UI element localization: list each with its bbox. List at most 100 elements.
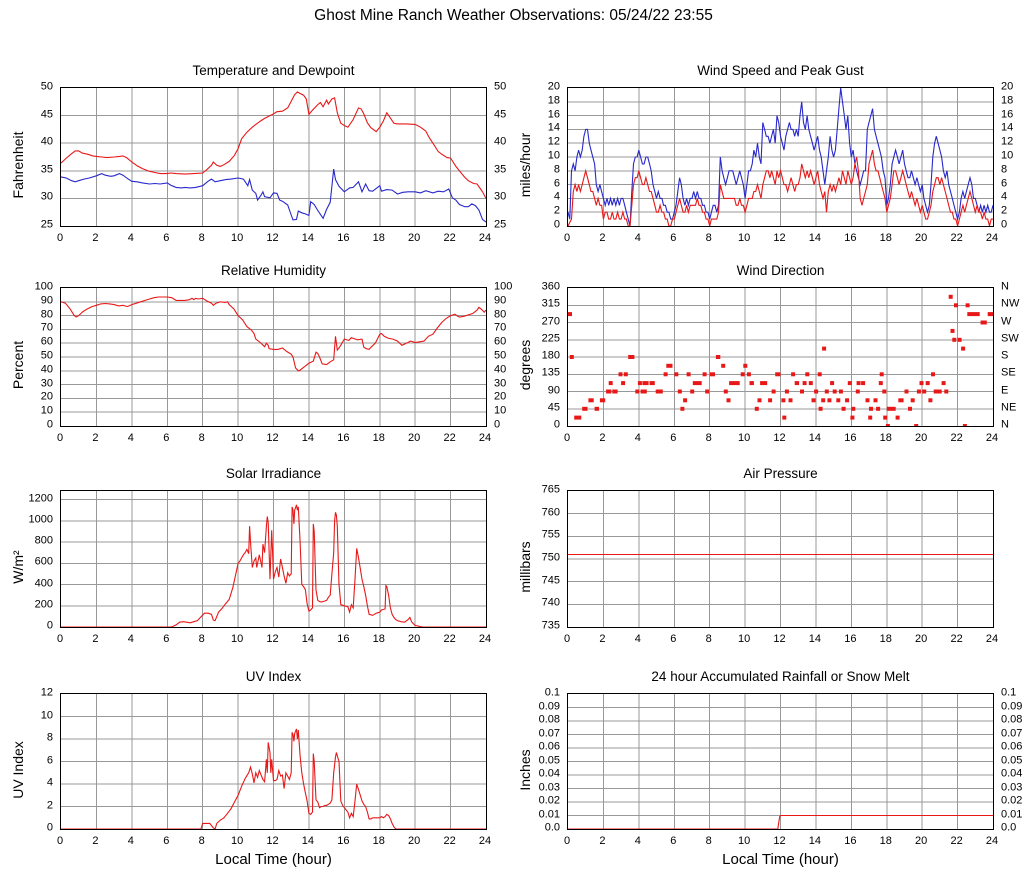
x-tick-label: 18 <box>372 232 385 244</box>
y-tick-label-right: 80 <box>494 308 507 321</box>
x-tick-label: 8 <box>705 633 712 645</box>
y-tick-label-right: 0.05 <box>1001 754 1023 766</box>
y-tick-label: 360 <box>541 280 560 293</box>
y-tick-label: 35 <box>40 163 53 176</box>
chart-title: 24 hour Accumulated Rainfall or Snow Mel… <box>651 669 910 684</box>
y-tick-label: 10 <box>547 149 560 162</box>
plot-area <box>567 87 994 227</box>
x-tick-label: 6 <box>163 633 170 645</box>
y-tick-label: 25 <box>40 218 53 231</box>
chart-air-pressure: Air Pressure millibars 0 2 4 6 8 10 12 14 16 18 20… <box>517 466 998 645</box>
y-tick-label: 12 <box>40 686 53 699</box>
x-tick-label: 16 <box>337 432 350 444</box>
y-tick-label: 0 <box>553 418 560 431</box>
x-tick-label: 12 <box>266 432 279 444</box>
y-tick-label-right: N <box>1001 280 1009 293</box>
y-tick-label-right: 0.02 <box>1001 794 1023 807</box>
y-tick-label-right: 0.04 <box>1001 767 1023 780</box>
y-tick-label: 50 <box>40 349 53 362</box>
chart-wind-direction: Wind Direction degrees 0 2 4 6 8 10 12 14 16 18 20… <box>517 263 1019 444</box>
plot-area <box>60 287 487 427</box>
plot-area <box>567 287 994 427</box>
x-tick-label: 4 <box>634 432 641 444</box>
y-tick-label: 0 <box>553 218 560 231</box>
x-tick-label: 24 <box>985 835 999 847</box>
x-tick-label: 18 <box>879 835 892 847</box>
x-tick-label: 4 <box>634 633 641 645</box>
x-tick-label: 4 <box>634 232 641 244</box>
x-tick-label: 0 <box>563 633 571 645</box>
x-tick-label: 20 <box>915 835 928 847</box>
y-tick-label: 400 <box>34 577 53 589</box>
x-tick-label: 4 <box>127 835 134 847</box>
x-tick-label: 20 <box>408 633 421 645</box>
x-tick-label: 12 <box>773 633 786 645</box>
x-tick-label: 22 <box>950 432 963 444</box>
x-tick-label: 4 <box>127 633 134 645</box>
y-tick-label: 315 <box>541 297 560 310</box>
x-tick-label: 22 <box>443 835 456 847</box>
plot-area <box>567 490 994 628</box>
x-tick-label: 2 <box>92 232 99 244</box>
x-tick-label: 20 <box>915 232 928 244</box>
x-tick-label: 8 <box>198 633 205 645</box>
y-tick-label: 100 <box>34 280 53 293</box>
y-axis-label: millibars <box>517 541 533 593</box>
x-tick-label: 24 <box>478 232 492 244</box>
x-tick-label: 14 <box>808 232 822 244</box>
y-tick-label: 10 <box>40 709 53 721</box>
y-tick-label-right: 45 <box>494 108 507 121</box>
x-tick-label: 10 <box>737 432 751 444</box>
y-tick-label-right: S <box>1001 349 1009 362</box>
y-axis-label: degrees <box>517 339 533 391</box>
x-tick-label: 4 <box>127 232 134 244</box>
x-tick-label: 10 <box>230 633 244 645</box>
y-tick-label: 0.07 <box>538 727 560 739</box>
chart-title: UV Index <box>245 669 302 684</box>
x-tick-label: 2 <box>92 633 99 645</box>
y-tick-label: 800 <box>34 534 53 547</box>
x-tick-label: 24 <box>985 432 999 444</box>
y-tick-label-right: SW <box>1001 332 1019 345</box>
x-tick-label: 16 <box>844 835 857 847</box>
x-tick-label: 0 <box>56 633 64 645</box>
y-tick-label-right: 50 <box>494 349 507 362</box>
y-tick-label-right: 0.09 <box>1001 700 1023 712</box>
x-tick-label: 6 <box>670 633 677 645</box>
y-axis-label: miles/hour <box>517 132 533 198</box>
x-tick-label: 0 <box>56 432 64 444</box>
y-tick-label: 755 <box>541 528 560 541</box>
y-tick-label-right: 0.07 <box>1001 727 1023 739</box>
y-tick-label-right: 0.0 <box>1001 821 1017 834</box>
y-tick-label-right: 0 <box>494 418 501 431</box>
x-tick-label: 24 <box>478 835 492 847</box>
x-tick-label: 18 <box>879 633 892 645</box>
y-tick-label-right: W <box>1001 315 1012 327</box>
y-tick-label: 735 <box>541 619 560 632</box>
x-tick-label: 6 <box>670 835 677 847</box>
x-tick-label: 0 <box>56 835 64 847</box>
x-tick-label: 22 <box>950 232 963 244</box>
y-tick-label-right: 20 <box>1001 80 1014 93</box>
y-tick-label: 225 <box>541 332 560 345</box>
y-tick-label: 40 <box>40 135 53 148</box>
x-tick-label: 0 <box>563 835 571 847</box>
y-tick-label: 0 <box>46 418 53 431</box>
x-tick-label: 8 <box>198 835 205 847</box>
y-tick-label-right: 20 <box>494 390 507 403</box>
y-tick-label-right: 10 <box>494 404 507 417</box>
x-tick-label: 12 <box>773 835 786 847</box>
x-tick-label: 14 <box>808 633 822 645</box>
y-tick-label: 0.04 <box>538 767 560 780</box>
chart-canvas <box>61 491 486 627</box>
y-tick-label-right: 25 <box>494 218 507 231</box>
y-tick-label: 50 <box>40 80 53 93</box>
y-tick-label: 16 <box>547 108 560 121</box>
chart-title: Air Pressure <box>743 466 818 481</box>
y-tick-label: 30 <box>40 377 53 390</box>
x-tick-label: 6 <box>670 232 677 244</box>
x-tick-label: 20 <box>915 432 928 444</box>
y-tick-label-right: 16 <box>1001 108 1014 121</box>
y-axis-label: Inches <box>517 748 533 791</box>
